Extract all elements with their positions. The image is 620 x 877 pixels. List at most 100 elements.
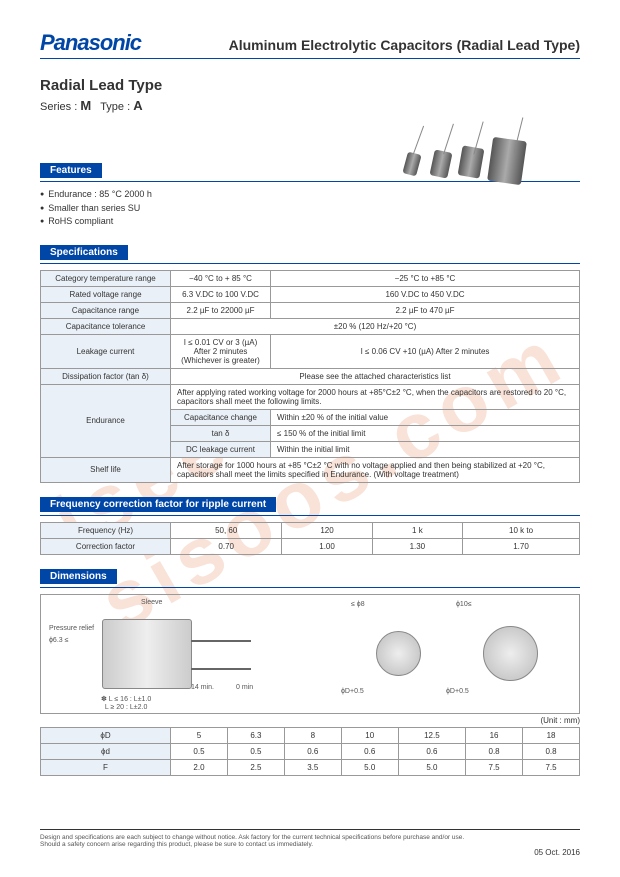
cap-side-view: [102, 619, 192, 689]
dim-text: ϕD+0.5: [341, 688, 364, 695]
freq-col: 50, 60: [171, 522, 282, 538]
dim-text: ϕ10≤: [456, 601, 472, 608]
page-number: 05 Oct. 2016: [534, 848, 580, 857]
spec-val: ≤ 150 % of the initial limit: [271, 425, 580, 441]
series-line: Series : M Type : A: [40, 98, 580, 113]
spec-val: Please see the attached characteristics …: [171, 368, 580, 384]
features-heading: Features: [40, 163, 102, 178]
dim-text: Sleeve: [141, 599, 162, 606]
spec-label: Leakage current: [41, 334, 171, 368]
spec-label: Rated voltage range: [41, 286, 171, 302]
spec-label: Dissipation factor (tan δ): [41, 368, 171, 384]
dims-heading: Dimensions: [40, 569, 117, 584]
spec-label: Shelf life: [41, 457, 171, 482]
freq-val: 1.00: [282, 538, 372, 554]
specs-table: Category temperature range−40 °C to + 85…: [40, 270, 580, 483]
dim-header: F: [41, 759, 171, 775]
spec-val: I ≤ 0.01 CV or 3 (µA) After 2 minutes (W…: [171, 334, 271, 368]
dim-header: ϕD: [41, 727, 171, 743]
type-value: A: [133, 98, 142, 113]
spec-label: Endurance: [41, 384, 171, 457]
dim-val: 5.0: [398, 759, 465, 775]
dim-val: 5.0: [341, 759, 398, 775]
dim-col: 12.5: [398, 727, 465, 743]
spec-val: I ≤ 0.06 CV +10 (µA) After 2 minutes: [271, 334, 580, 368]
capacitor-photo: [400, 125, 540, 190]
dim-val: 7.5: [466, 759, 523, 775]
footer: Design and specifications are each subje…: [40, 829, 580, 857]
freq-section: Frequency correction factor for ripple c…: [40, 497, 580, 555]
spec-val: −25 °C to +85 °C: [271, 270, 580, 286]
dim-text: ≤ ϕ8: [351, 601, 365, 608]
header-title: Aluminum Electrolytic Capacitors (Radial…: [229, 37, 580, 53]
dim-val: 0.8: [523, 743, 580, 759]
spec-label: Category temperature range: [41, 270, 171, 286]
page-header: Panasonic Aluminum Electrolytic Capacito…: [40, 30, 580, 56]
dim-val: 3.5: [284, 759, 341, 775]
dim-col: 8: [284, 727, 341, 743]
spec-val: Within ±20 % of the initial value: [271, 409, 580, 425]
dim-text: ϕD+0.5: [446, 688, 469, 695]
dim-val: 2.0: [171, 759, 228, 775]
dims-table: ϕD 5 6.3 8 10 12.5 16 18 ϕd 0.5 0.5 0.6 …: [40, 727, 580, 776]
dimension-drawing: Sleeve Pressure relief ϕ6.3 ≤ 14 min. 0 …: [40, 594, 580, 714]
spec-val: 160 V.DC to 450 V.DC: [271, 286, 580, 302]
spec-label: Capacitance range: [41, 302, 171, 318]
dim-val: 0.8: [466, 743, 523, 759]
subtitle: Radial Lead Type: [40, 77, 580, 94]
spec-val: After storage for 1000 hours at +85 °C±2…: [171, 457, 580, 482]
type-label: Type :: [100, 101, 130, 113]
dim-text: L ≥ 20 : L±2.0: [101, 704, 147, 711]
dims-section: Dimensions Sleeve Pressure relief ϕ6.3 ≤…: [40, 569, 580, 776]
dim-col: 10: [341, 727, 398, 743]
feature-item: RoHS compliant: [40, 215, 580, 229]
dim-val: 0.5: [227, 743, 284, 759]
spec-val: After applying rated working voltage for…: [171, 384, 580, 409]
freq-val: 1.30: [372, 538, 462, 554]
freq-val: 1.70: [463, 538, 580, 554]
logo: Panasonic: [40, 30, 141, 56]
dim-val: 0.6: [284, 743, 341, 759]
dim-val: 0.6: [398, 743, 465, 759]
header-rule: [40, 58, 580, 59]
freq-heading: Frequency correction factor for ripple c…: [40, 497, 276, 512]
dim-text: Pressure relief: [49, 625, 94, 632]
freq-table: Frequency (Hz) 50, 60 120 1 k 10 k to Co…: [40, 522, 580, 555]
freq-label: Frequency (Hz): [41, 522, 171, 538]
spec-val: 2.2 µF to 470 µF: [271, 302, 580, 318]
spec-val: 2.2 µF to 22000 µF: [171, 302, 271, 318]
freq-label: Correction factor: [41, 538, 171, 554]
spec-sublabel: tan δ: [171, 425, 271, 441]
spec-val: ±20 % (120 Hz/+20 °C): [171, 318, 580, 334]
spec-sublabel: DC leakage current: [171, 441, 271, 457]
dim-text: 0 min: [236, 684, 253, 691]
dim-val: 0.5: [171, 743, 228, 759]
dim-col: 5: [171, 727, 228, 743]
unit-label: (Unit : mm): [40, 716, 580, 725]
footer-line1: Design and specifications are each subje…: [40, 834, 580, 841]
spec-val: Within the initial limit: [271, 441, 580, 457]
dim-text: ✽ L ≤ 16 : L±1.0: [101, 695, 151, 703]
cap-front-small: [376, 631, 421, 676]
freq-val: 0.70: [171, 538, 282, 554]
dim-col: 18: [523, 727, 580, 743]
spec-val: 6.3 V.DC to 100 V.DC: [171, 286, 271, 302]
freq-col: 1 k: [372, 522, 462, 538]
features-list: Endurance : 85 °C 2000 h Smaller than se…: [40, 188, 580, 229]
dim-col: 16: [466, 727, 523, 743]
feature-item: Smaller than series SU: [40, 202, 580, 216]
spec-label: Capacitance tolerance: [41, 318, 171, 334]
feature-item: Endurance : 85 °C 2000 h: [40, 188, 580, 202]
series-value: M: [80, 98, 91, 113]
dim-header: ϕd: [41, 743, 171, 759]
dim-val: 2.5: [227, 759, 284, 775]
spec-sublabel: Capacitance change: [171, 409, 271, 425]
dim-val: 7.5: [523, 759, 580, 775]
cap-front-large: [483, 626, 538, 681]
specs-section: Specifications Category temperature rang…: [40, 245, 580, 483]
freq-col: 120: [282, 522, 372, 538]
freq-col: 10 k to: [463, 522, 580, 538]
footer-line2: Should a safety concern arise regarding …: [40, 841, 580, 848]
specs-heading: Specifications: [40, 245, 128, 260]
dim-col: 6.3: [227, 727, 284, 743]
